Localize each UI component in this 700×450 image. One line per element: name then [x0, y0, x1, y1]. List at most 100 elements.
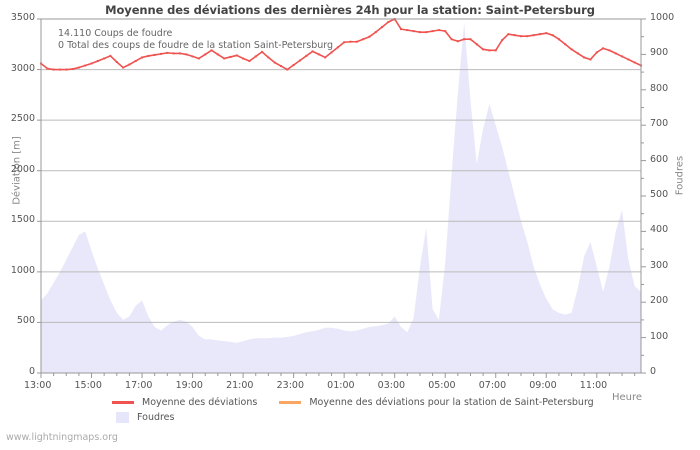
y-tick-right-0: 0: [650, 366, 657, 377]
series-point: [134, 59, 137, 62]
series-point: [172, 52, 175, 55]
series-point: [324, 56, 327, 59]
legend-swatch-area-icon: [116, 412, 129, 423]
series-point: [513, 34, 516, 37]
y-tick-right-500: 500: [650, 189, 669, 200]
y-tick-right-100: 100: [650, 330, 669, 342]
series-point: [298, 59, 301, 62]
series-point: [330, 51, 333, 54]
x-tick-07:00: 07:00: [478, 380, 507, 391]
x-axis-title: Heure: [612, 392, 643, 403]
series-point: [84, 64, 87, 67]
y-tick-right-700: 700: [650, 118, 669, 130]
legend-item-deviation[interactable]: Moyenne des déviations: [112, 397, 257, 408]
series-point: [343, 41, 346, 44]
series-point: [254, 55, 257, 58]
series-point: [456, 40, 459, 43]
series-point: [71, 68, 74, 71]
series-point: [633, 61, 636, 64]
series-point: [526, 35, 529, 38]
legend-label-lightning: Foudres: [137, 412, 175, 423]
series-point: [77, 66, 80, 69]
series-point: [551, 34, 554, 37]
series-point: [96, 59, 99, 62]
series-point: [178, 52, 181, 55]
legend-item-station-deviation[interactable]: Moyenne des déviations pour la station d…: [279, 397, 594, 408]
series-point: [564, 43, 567, 46]
series-point: [210, 49, 213, 52]
series-point: [381, 26, 384, 29]
series-point: [103, 57, 106, 60]
series-point: [349, 40, 352, 43]
series-point: [501, 39, 504, 42]
x-tick-13:00: 13:00: [24, 380, 52, 391]
series-point: [583, 56, 586, 59]
series-point: [557, 38, 560, 41]
series-point: [292, 64, 295, 67]
series-point: [576, 52, 579, 55]
y-tick-right-200: 200: [650, 295, 669, 307]
series-point: [520, 35, 522, 38]
series-point: [141, 56, 144, 59]
y-tick-left-2500: 2500: [10, 113, 35, 125]
legend-item-lightning[interactable]: Foudres: [112, 412, 174, 423]
series-point: [362, 38, 365, 41]
legend-label-deviation: Moyenne des déviations: [142, 397, 258, 408]
series-point: [46, 67, 49, 70]
y-tick-right-800: 800: [650, 82, 669, 94]
series-point: [286, 68, 289, 71]
series-point: [336, 46, 339, 49]
series-point: [608, 49, 611, 52]
series-point: [229, 55, 232, 58]
series-point: [311, 50, 314, 53]
series-point: [595, 51, 598, 54]
series-point: [614, 52, 617, 55]
x-tick-11:00: 11:00: [579, 380, 608, 391]
series-point: [387, 21, 390, 24]
chart-legend: Moyenne des déviations Moyenne des dévia…: [0, 395, 700, 425]
series-point: [261, 50, 264, 53]
y-axis-right-title: Foudres: [674, 155, 686, 196]
series-point: [412, 30, 415, 33]
legend-swatch-line-icon: [112, 401, 134, 404]
series-point: [469, 38, 472, 41]
y-tick-left-1000: 1000: [10, 264, 35, 276]
chart-title: Moyenne des déviations des dernières 24h…: [105, 3, 595, 17]
series-point: [273, 61, 276, 64]
series-point: [52, 68, 55, 71]
series-point: [197, 57, 200, 60]
x-tick-09:00: 09:00: [529, 380, 557, 391]
series-point: [444, 30, 447, 33]
series-line-0: [40, 18, 642, 71]
series-point: [160, 52, 162, 55]
series-point: [185, 53, 188, 56]
series-point: [494, 49, 497, 52]
series-point: [418, 31, 421, 34]
series-point: [317, 53, 320, 56]
series-point: [400, 28, 402, 31]
series-point: [216, 53, 219, 56]
series-point: [482, 48, 485, 51]
series-point: [248, 59, 251, 62]
y-tick-left-3000: 3000: [10, 62, 35, 74]
series-point: [507, 33, 510, 36]
y-tick-left-1500: 1500: [10, 214, 35, 226]
series-point: [153, 53, 156, 56]
series-point: [147, 54, 150, 57]
series-point: [621, 55, 624, 58]
series-point: [65, 68, 68, 71]
series-point: [406, 29, 409, 32]
series-point: [538, 33, 541, 36]
x-tick-03:00: 03:00: [377, 380, 406, 391]
x-tick-19:00: 19:00: [175, 380, 203, 391]
series-point: [223, 57, 226, 60]
y-tick-left-2000: 2000: [10, 163, 35, 175]
lightning-area-series: [41, 22, 641, 373]
legend-row-primary: Moyenne des déviations Moyenne des dévia…: [0, 395, 700, 410]
series-point: [431, 30, 434, 33]
series-point: [374, 31, 377, 34]
legend-label-station-deviation: Moyenne des déviations pour la station d…: [309, 397, 594, 408]
y-tick-right-400: 400: [650, 224, 669, 236]
series-point: [166, 51, 169, 54]
annotation-strokes-count: 14.110 Coups de foudre: [58, 28, 173, 39]
